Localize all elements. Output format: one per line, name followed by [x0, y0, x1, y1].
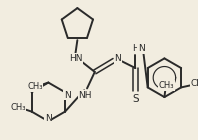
Text: CH₃: CH₃	[10, 103, 26, 112]
Text: CH₃: CH₃	[159, 81, 174, 90]
Text: CH₃: CH₃	[27, 82, 43, 91]
Text: NH: NH	[78, 91, 92, 100]
Text: HN: HN	[69, 54, 82, 63]
Text: N: N	[45, 114, 52, 123]
Text: N: N	[64, 91, 70, 100]
Text: H: H	[132, 44, 139, 53]
Text: S: S	[132, 94, 139, 104]
Text: N: N	[115, 54, 121, 63]
Text: Cl: Cl	[190, 79, 198, 88]
Text: N: N	[138, 44, 145, 53]
